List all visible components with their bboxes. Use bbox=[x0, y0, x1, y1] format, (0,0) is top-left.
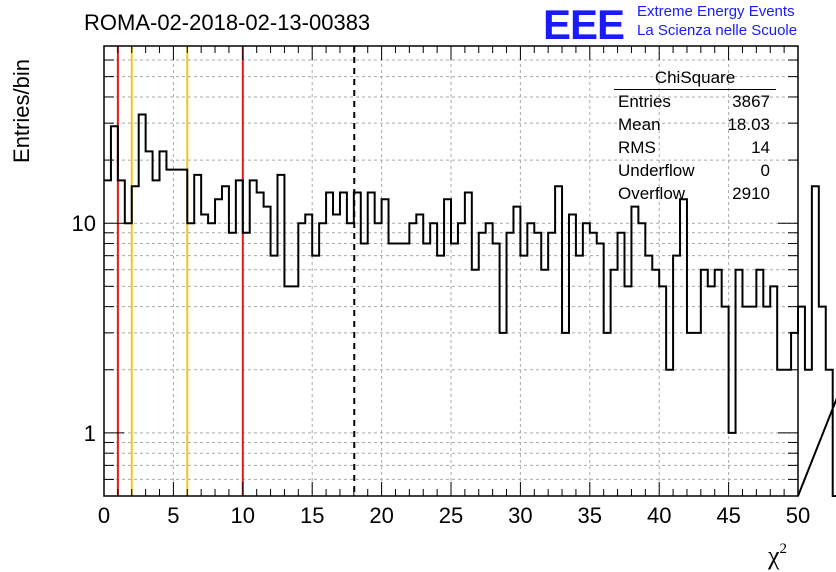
y-tick-label: 1 bbox=[84, 421, 96, 446]
x-tick-label: 10 bbox=[231, 503, 255, 528]
stat-label: Entries bbox=[618, 92, 671, 111]
y-axis-label: Entries/bin bbox=[9, 59, 34, 163]
stat-row-underflow: Underflow 0 bbox=[610, 159, 770, 182]
x-tick-label: 0 bbox=[98, 503, 110, 528]
stat-row-rms: RMS 14 bbox=[610, 136, 770, 159]
stats-title: ChiSquare bbox=[614, 66, 776, 90]
x-tick-label: 40 bbox=[647, 503, 671, 528]
x-axis-label: χ2 bbox=[768, 541, 788, 570]
logo-line-1: Extreme Energy Events bbox=[637, 3, 795, 20]
y-tick-label: 10 bbox=[72, 211, 96, 236]
x-tick-label: 20 bbox=[369, 503, 393, 528]
x-tick-label: 30 bbox=[508, 503, 532, 528]
x-tick-label: 50 bbox=[786, 503, 810, 528]
stat-label: Mean bbox=[618, 115, 661, 134]
stat-row-overflow: Overflow 2910 bbox=[610, 182, 770, 205]
ticks-layer bbox=[103, 46, 799, 496]
stat-value: 14 bbox=[751, 138, 770, 157]
tick-labels-layer: 0 5 10 15 20 25 30 35 40 45 50 1 10 bbox=[72, 211, 811, 528]
stat-label: Overflow bbox=[618, 184, 686, 203]
x-tick-label: 35 bbox=[578, 503, 602, 528]
chart-title: ROMA-02-2018-02-13-00383 bbox=[84, 10, 371, 35]
stat-row-mean: Mean 18.03 bbox=[610, 113, 770, 136]
marker-lines-layer bbox=[116, 46, 356, 496]
x-tick-label: 25 bbox=[439, 503, 463, 528]
stat-value: 0 bbox=[760, 161, 770, 180]
stat-label: RMS bbox=[618, 138, 656, 157]
eee-logo: EEE bbox=[543, 1, 625, 48]
stat-value: 3867 bbox=[732, 92, 770, 111]
logo-line-2: La Scienza nelle Scuole bbox=[637, 22, 798, 39]
x-tick-label: 5 bbox=[167, 503, 179, 528]
histogram-line bbox=[104, 113, 836, 497]
stat-value: 2910 bbox=[732, 184, 770, 203]
x-tick-label: 15 bbox=[300, 503, 324, 528]
histogram-layer bbox=[104, 113, 836, 497]
stats-box: ChiSquare Entries 3867 Mean 18.03 RMS 14 Un… bbox=[610, 66, 776, 205]
stat-value: 18.03 bbox=[727, 115, 770, 134]
grid-layer bbox=[104, 46, 798, 496]
stat-row-entries: Entries 3867 bbox=[610, 90, 770, 113]
x-tick-label: 45 bbox=[716, 503, 740, 528]
stat-label: Underflow bbox=[618, 161, 695, 180]
